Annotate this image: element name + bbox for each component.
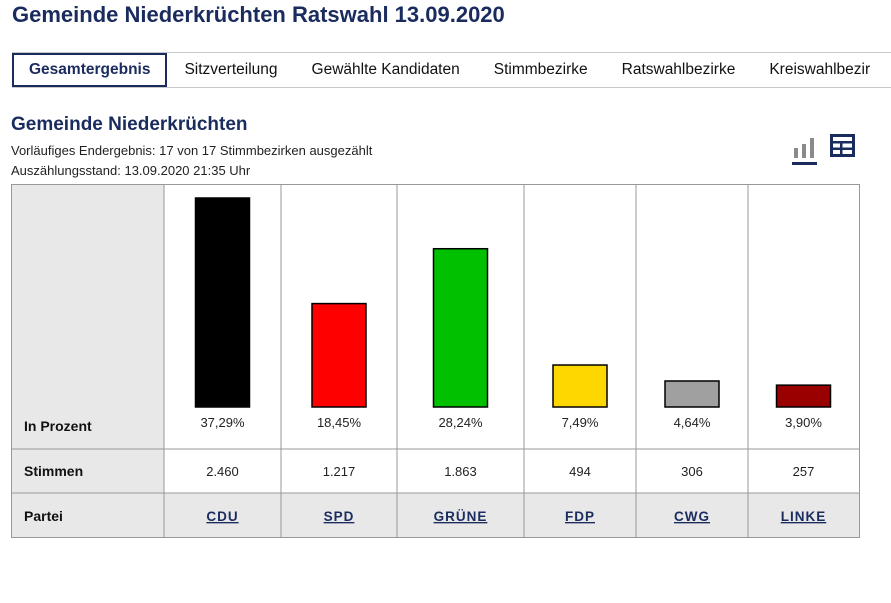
data-label-votes: 2.460 (206, 464, 239, 479)
row-label-votes: Stimmen (24, 463, 83, 479)
bar-chart-icon[interactable] (792, 134, 818, 166)
count-timestamp: Auszählungsstand: 13.09.2020 21:35 Uhr (11, 163, 251, 178)
party-row-background (164, 493, 859, 537)
bar-chart-svg: In Prozent Stimmen Partei 37,29% 2.460 CDU 18,… (12, 185, 859, 537)
bar-cwg (664, 380, 720, 408)
data-label-percent: 28,24% (438, 415, 483, 430)
tab-ratswahlbezirke[interactable]: Ratswahlbezirke (621, 61, 736, 78)
bar-fdp (552, 364, 608, 408)
bar-grüne (432, 247, 489, 408)
tab-bar: Gesamtergebnis Sitzverteilung Gewählte K… (12, 52, 891, 88)
page-title: Gemeinde Niederkrüchten Ratswahl 13.09.2… (12, 2, 505, 27)
row-label-percent: In Prozent (24, 418, 92, 434)
bar-cdu (194, 197, 251, 408)
bar-spd (311, 302, 367, 408)
data-label-percent: 7,49% (562, 415, 599, 430)
tab-sitzverteilung[interactable]: Sitzverteilung (184, 61, 278, 78)
results-chart: In Prozent Stimmen Partei 37,29% 2.460 CDU 18,… (11, 184, 860, 538)
data-label-percent: 4,64% (674, 415, 711, 430)
row-label-party: Partei (24, 508, 63, 524)
tab-stimmbezirke[interactable]: Stimmbezirke (493, 61, 588, 78)
row-header-column (12, 185, 164, 537)
tab-gewaehlte-kandidaten[interactable]: Gewählte Kandidaten (311, 61, 460, 78)
party-link-cdu[interactable]: CDU (206, 509, 238, 524)
data-label-votes: 257 (793, 464, 815, 479)
party-link-fdp[interactable]: FDP (565, 509, 595, 524)
data-label-votes: 306 (681, 464, 703, 479)
bar-linke (775, 384, 832, 408)
data-label-votes: 494 (569, 464, 591, 479)
party-link-spd[interactable]: SPD (324, 509, 355, 524)
section-title: Gemeinde Niederkrüchten (11, 114, 248, 135)
party-link-linke[interactable]: LINKE (781, 509, 827, 524)
table-icon[interactable] (830, 134, 856, 166)
data-label-percent: 3,90% (785, 415, 822, 430)
data-label-votes: 1.863 (444, 464, 477, 479)
party-link-cwg[interactable]: CWG (674, 509, 710, 524)
data-label-percent: 37,29% (200, 415, 245, 430)
result-status: Vorläufiges Endergebnis: 17 von 17 Stimm… (11, 143, 373, 158)
view-switcher (792, 134, 856, 166)
data-label-votes: 1.217 (323, 464, 356, 479)
tab-gesamtergebnis[interactable]: Gesamtergebnis (12, 53, 168, 87)
data-label-percent: 18,45% (317, 415, 362, 430)
party-link-grüne[interactable]: GRÜNE (434, 509, 488, 524)
tab-kreiswahlbezirke[interactable]: Kreiswahlbezir (769, 61, 871, 78)
